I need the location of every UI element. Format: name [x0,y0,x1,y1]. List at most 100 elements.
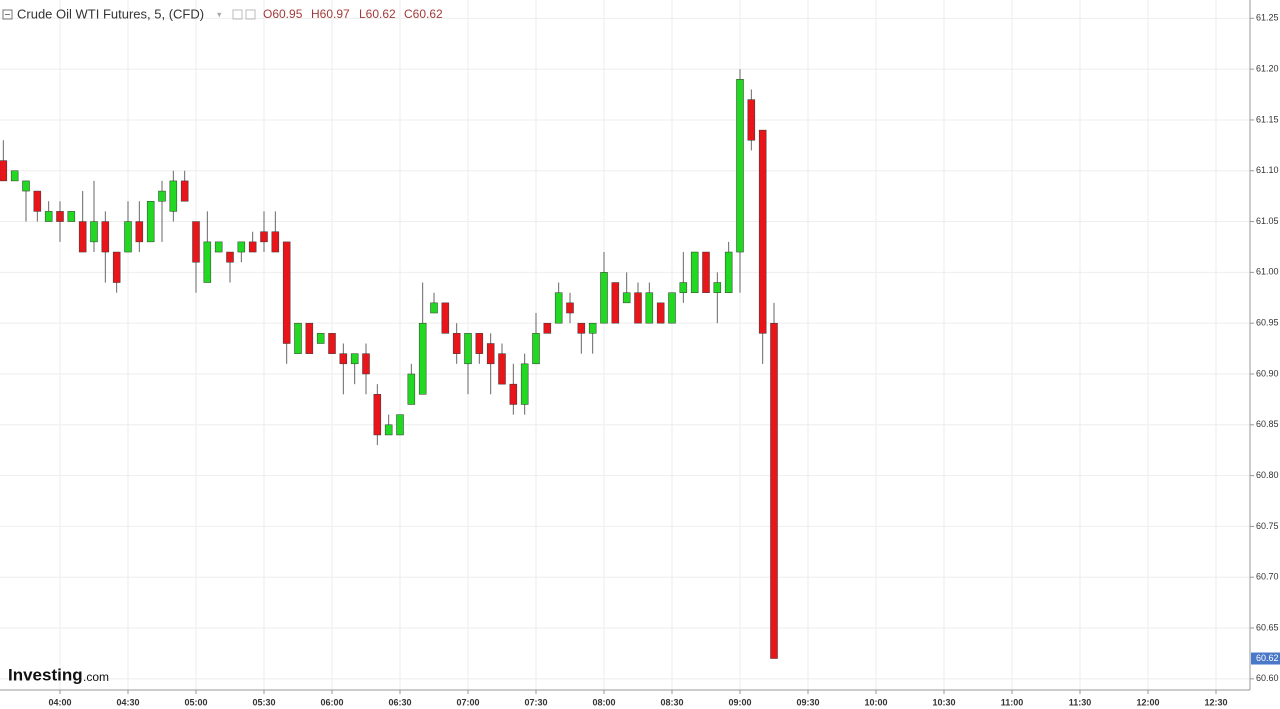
candle-body [22,180,30,192]
candle-body [237,241,246,253]
candle-body [554,292,563,324]
x-tick-label: 11:30 [1069,697,1092,707]
candle-body [475,333,484,354]
symbol-title: Crude Oil WTI Futures, 5, (CFD) [17,6,204,21]
y-tick-label: 60.90 [1256,368,1279,378]
candle-body [600,272,608,324]
candle-body [203,241,212,283]
candle-body [248,241,257,253]
candle-body [702,251,710,293]
candle-body [101,221,110,253]
candle-body [260,231,268,243]
candle-body [112,251,121,283]
x-tick-label: 06:30 [388,697,411,707]
x-tick-label: 07:00 [456,697,479,707]
candle-body [33,190,42,212]
candle-body [611,282,620,324]
y-tick-label: 60.60 [1256,673,1279,683]
settings-icon[interactable] [232,9,243,20]
y-tick-label: 60.95 [1256,318,1279,328]
y-tick-label: 61.05 [1256,216,1279,226]
last-price-tag [1251,652,1280,665]
candle-body [690,251,699,293]
candle-body [78,221,87,253]
y-tick-label: 60.80 [1256,470,1279,480]
candle-body [758,129,767,334]
candle-body [418,322,427,395]
candle-body [90,221,98,243]
x-tick-label: 09:30 [796,697,819,707]
candle-body [158,190,166,202]
close-icon[interactable] [245,9,256,20]
x-tick-label: 07:30 [524,697,547,707]
candle-body [577,322,586,334]
candle-body [339,353,348,365]
y-tick-label: 60.85 [1256,419,1279,429]
low-value: L60.62 [359,7,396,21]
candle-body [226,251,234,263]
candle-body [622,292,631,304]
candle-body [464,333,472,365]
grid [0,0,1250,690]
candle-body [566,302,574,314]
y-tick-label: 60.75 [1256,521,1279,531]
candle-body [384,424,393,436]
close-value: C60.62 [404,7,443,21]
candle-body [282,241,291,344]
candle-body [656,302,665,324]
x-tick-label: 12:30 [1204,697,1227,707]
candle-body [316,333,325,344]
x-tick-label: 08:30 [660,697,683,707]
high-value: H60.97 [311,7,350,21]
candle-body [373,394,382,436]
candle-body [520,363,529,405]
candle-body [328,333,336,354]
candle-body [724,251,733,293]
logo-suffix: .com [83,670,109,684]
x-tick-label: 05:00 [184,697,207,707]
candle-body [44,211,53,222]
candle-body [180,180,189,202]
candle-body [441,302,450,334]
y-tick-label: 61.15 [1256,114,1279,124]
x-tick-label: 10:30 [932,697,955,707]
collapse-icon[interactable] [2,9,13,20]
candle-body [509,383,518,405]
candle-body [713,282,722,293]
x-tick-label: 11:00 [1001,697,1024,707]
x-tick-label: 04:30 [116,697,139,707]
candle-body [645,292,654,324]
candle-body [271,231,280,253]
candle-body [452,333,461,354]
candle-body [634,292,642,324]
candle-body [588,322,597,334]
candle-body [736,79,744,253]
candle-body [407,373,416,405]
last-price-label: 60.62 [1256,653,1279,663]
x-tick-label: 12:00 [1136,697,1159,707]
candle-body [169,180,178,212]
x-tick-label: 08:00 [592,697,615,707]
x-tick-label: 05:30 [252,697,275,707]
candle-body [10,170,19,182]
candle-body [214,241,223,253]
open-value: O60.95 [263,7,303,21]
candle-body [135,221,144,243]
candle-body [305,322,314,354]
dropdown-arrow[interactable]: ▾ [217,9,222,19]
y-tick-label: 61.20 [1256,64,1279,74]
candle-body [430,302,438,314]
logo-brand: Investing [8,665,83,684]
y-tick-label: 60.70 [1256,572,1279,582]
x-tick-label: 10:00 [864,697,887,707]
y-tick-label: 61.10 [1256,165,1279,175]
y-tick-label: 61.25 [1256,13,1279,23]
x-tick-label: 04:00 [48,697,71,707]
candle-body [0,160,8,182]
candle-body [362,353,370,375]
candle-body [486,343,495,365]
candle-body [56,211,64,222]
candle-body [770,322,778,659]
